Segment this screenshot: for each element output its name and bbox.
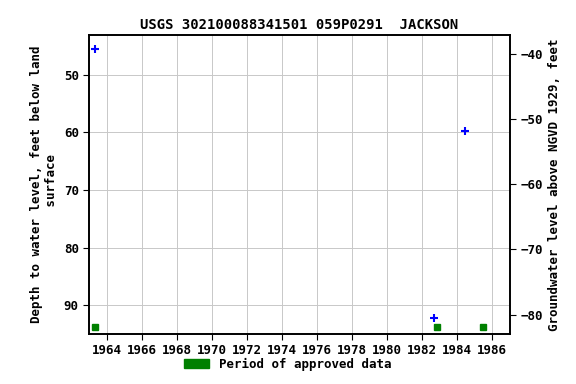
Legend: Period of approved data: Period of approved data <box>179 353 397 376</box>
Y-axis label: Groundwater level above NGVD 1929, feet: Groundwater level above NGVD 1929, feet <box>548 38 561 331</box>
Title: USGS 302100088341501 059P0291  JACKSON: USGS 302100088341501 059P0291 JACKSON <box>141 18 458 32</box>
Y-axis label: Depth to water level, feet below land
 surface: Depth to water level, feet below land su… <box>31 46 58 323</box>
